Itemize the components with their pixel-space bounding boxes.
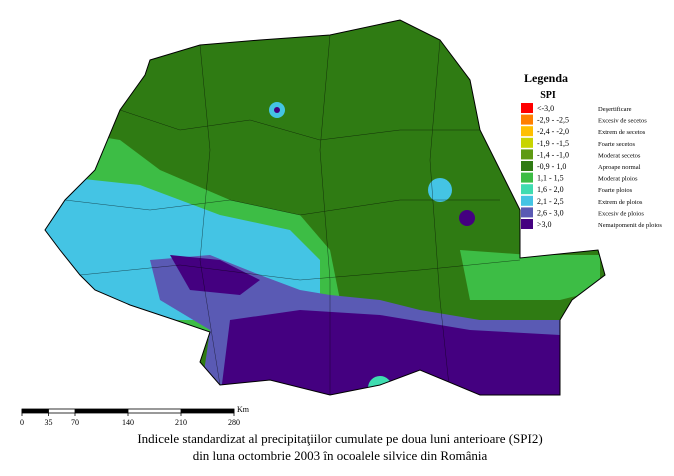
scale-label: 280 [228, 418, 240, 427]
legend-swatch [521, 126, 533, 137]
legend-label: Foarte secetos [598, 141, 635, 148]
legend-swatch [521, 161, 533, 171]
legend-range: -1,9 - -1,5 [537, 139, 569, 148]
scale-segment [22, 409, 49, 413]
legend-label: Moderat ploios [598, 176, 638, 183]
legend-title: Legenda [524, 71, 568, 85]
scale-segment [75, 409, 128, 413]
legend-range: -1,4 - -1,0 [537, 150, 569, 159]
scale-label: 70 [71, 418, 79, 427]
legend-swatch [521, 184, 533, 195]
legend-label: Deşertificare [598, 106, 632, 113]
legend-range: 2,6 - 3,0 [537, 208, 564, 217]
legend-label: Foarte ploios [598, 187, 633, 194]
legend-range: 2,1 - 2,5 [537, 197, 564, 206]
legend-swatch [521, 149, 533, 160]
caption: Indicele standardizat al precipitaţiilor… [137, 431, 542, 446]
scale-segment [181, 409, 234, 413]
legend-subtitle: SPI [540, 90, 556, 101]
legend-swatch [521, 172, 533, 183]
scale-unit: Km [237, 405, 250, 414]
legend-range: -2,9 - -2,5 [537, 116, 569, 125]
legend-range: <-3,0 [537, 104, 554, 113]
legend-label: Nemaipomenit de ploios [598, 222, 662, 229]
legend-range: >3,0 [537, 220, 552, 229]
legend-label: Moderat secetos [598, 152, 641, 159]
legend-label: Aproape normal [598, 164, 641, 171]
legend-range: -2,4 - -2,0 [537, 127, 569, 136]
legend-swatch [521, 195, 533, 206]
legend-label: Extrem de secetos [598, 129, 646, 136]
legend-label: Extrem de ploios [598, 199, 643, 206]
scale-label: 0 [20, 418, 24, 427]
legend-swatch [521, 207, 533, 218]
scale-label: 35 [45, 418, 53, 427]
legend-swatch [521, 103, 533, 113]
scale-label: 140 [122, 418, 134, 427]
caption: din luna octombrie 2003 în ocoalele silv… [193, 448, 488, 463]
legend-range: -0,9 - 1,0 [537, 162, 566, 171]
scale-label: 210 [175, 418, 187, 427]
legend-label: Excesiv de ploios [598, 210, 644, 217]
legend-swatch [521, 137, 533, 148]
legend-range: 1,1 - 1,5 [537, 174, 564, 183]
legend-swatch [521, 219, 533, 229]
legend-swatch [521, 114, 533, 125]
legend-range: 1,6 - 2,0 [537, 185, 564, 194]
legend-label: Excesiv de secetos [598, 118, 647, 125]
